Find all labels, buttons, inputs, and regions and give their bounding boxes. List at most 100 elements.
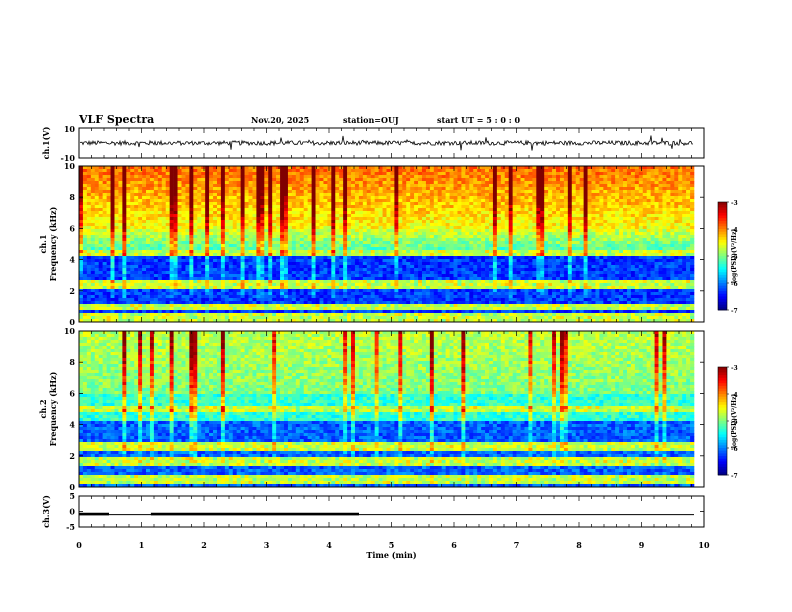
spectrogram-cell	[390, 184, 395, 188]
spectrogram-cell	[638, 169, 644, 173]
spectrogram-cell	[500, 247, 506, 251]
spectrogram-cell	[682, 241, 687, 245]
spectrogram-cell	[138, 199, 143, 203]
spectrogram-cell	[256, 175, 261, 179]
spectrogram-cell	[315, 253, 320, 257]
spectrogram-cell	[268, 241, 273, 245]
spectrogram-cell	[638, 205, 644, 209]
spectrogram-cell	[205, 214, 210, 218]
spectrogram-cell	[165, 202, 170, 206]
spectrogram-cell	[548, 241, 553, 245]
spectrogram-cell	[358, 199, 364, 203]
spectrogram-cell	[213, 205, 218, 209]
spectrogram-cell	[138, 196, 143, 200]
spectrogram-cell	[268, 181, 273, 185]
spectrogram-cell	[445, 169, 450, 173]
spectrogram-cell	[532, 205, 537, 209]
spectrogram-cell	[666, 229, 671, 233]
spectrogram-cell	[280, 220, 285, 224]
spectrogram-cell	[248, 235, 253, 239]
spectrogram-cell	[126, 181, 131, 185]
spectrogram-cell	[492, 196, 498, 200]
spectrogram-cell	[157, 172, 163, 176]
spectrogram-cell	[197, 238, 202, 242]
spectrogram-cell	[244, 190, 249, 194]
spectrogram-cell	[638, 184, 644, 188]
spectrogram-cell	[185, 178, 190, 182]
spectrogram-cell	[429, 214, 435, 218]
spectrogram-cell	[682, 208, 687, 212]
spectrogram-cell	[311, 175, 316, 179]
spectrogram-cell	[153, 244, 159, 248]
spectrogram-cell	[563, 208, 569, 212]
spectrogram-cell	[138, 169, 143, 173]
spectrogram-cell	[252, 181, 257, 185]
spectrogram-cell	[453, 193, 458, 197]
spectrogram-cell	[284, 253, 289, 257]
spectrogram-cell	[142, 253, 147, 257]
spectrogram-cell	[153, 220, 159, 224]
spectrogram-cell	[461, 214, 466, 218]
spectrogram-cell	[382, 175, 387, 179]
spectrogram-cell	[559, 232, 565, 236]
spectrogram-cell	[607, 247, 612, 251]
spectrogram-cell	[315, 244, 320, 248]
spectrogram-cell	[591, 244, 596, 248]
spectrogram-cell	[421, 235, 427, 239]
spectrogram-cell	[662, 214, 667, 218]
spectrogram-cell	[646, 178, 651, 182]
spectrogram-cell	[268, 205, 273, 209]
spectrogram-cell	[394, 184, 399, 188]
spectrogram-cell	[630, 184, 636, 188]
spectrogram-cell	[642, 214, 647, 218]
spectrogram-cell	[335, 223, 340, 227]
spectrogram-cell	[102, 235, 107, 239]
spectrogram-cell	[193, 241, 198, 245]
spectrogram-cell	[386, 217, 391, 221]
spectrogram-cell	[398, 187, 403, 191]
spectrogram-cell	[599, 247, 604, 251]
spectrogram-cell	[240, 232, 245, 236]
spectrogram-cell	[149, 175, 155, 179]
spectrogram-cell	[319, 202, 324, 206]
spectrogram-cell	[583, 253, 588, 257]
spectrogram-cell	[366, 250, 372, 254]
spectrogram-cell	[445, 247, 450, 251]
spectrogram-cell	[690, 229, 695, 233]
spectrogram-cell	[410, 223, 415, 227]
spectrogram-cell	[205, 199, 210, 203]
spectrogram-cell	[295, 211, 301, 215]
spectrogram-cell	[272, 181, 277, 185]
spectrogram-cell	[571, 187, 577, 191]
spectrogram-cell	[504, 247, 510, 251]
spectrogram-cell	[252, 250, 257, 254]
spectrogram-cell	[268, 223, 273, 227]
spectrogram-cell	[634, 166, 640, 170]
spectrogram-cell	[339, 196, 344, 200]
spectrogram-cell	[351, 256, 356, 260]
spectrogram-cell	[240, 205, 245, 209]
spectrogram-cell	[339, 256, 344, 260]
spectrogram-cell	[149, 244, 155, 248]
spectrogram-cell	[410, 175, 415, 179]
spectrogram-cell	[260, 202, 265, 206]
spectrogram-cell	[398, 256, 403, 260]
spectrogram-cell	[327, 196, 332, 200]
spectrogram-cell	[280, 166, 285, 170]
spectrogram-cell	[284, 169, 289, 173]
spectrogram-cell	[678, 202, 683, 206]
spectrogram-cell	[354, 184, 360, 188]
spectrogram-cell	[579, 184, 584, 188]
spectrogram-cell	[327, 211, 332, 215]
spectrogram-cell	[591, 187, 596, 191]
spectrogram-cell	[690, 244, 695, 248]
spectrogram-cell	[118, 217, 123, 221]
spectrogram-cell	[291, 196, 297, 200]
spectrogram-cell	[433, 181, 439, 185]
spectrogram-cell	[362, 196, 368, 200]
spectrogram-cell	[82, 187, 88, 191]
spectrogram-cell	[579, 232, 584, 236]
spectrogram-cell	[351, 217, 356, 221]
spectrogram-cell	[343, 184, 348, 188]
spectrogram-cell	[351, 220, 356, 224]
